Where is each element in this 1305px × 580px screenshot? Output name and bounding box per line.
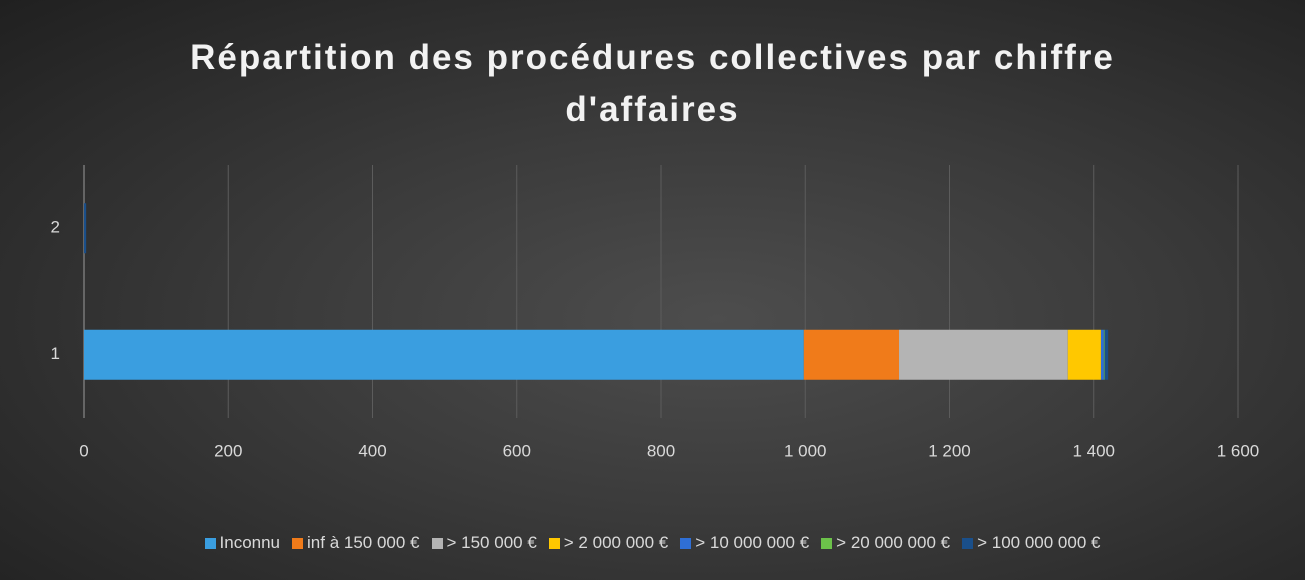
legend-swatch xyxy=(821,537,833,549)
legend-swatch xyxy=(431,537,443,549)
x-tick-label: 1 000 xyxy=(784,441,827,460)
x-tick-label: 1 400 xyxy=(1072,441,1115,460)
legend-item: > 100 000 000 € xyxy=(962,533,1100,553)
legend-swatch xyxy=(548,537,560,549)
legend-swatch xyxy=(292,537,304,549)
x-tick-label: 600 xyxy=(503,441,531,460)
legend: Inconnu inf à 150 000 € > 150 000 € > 2 000… xyxy=(0,533,1305,553)
legend-swatch xyxy=(962,537,974,549)
legend-item: inf à 150 000 € xyxy=(292,533,420,553)
legend-item: > 20 000 000 € xyxy=(821,533,950,553)
x-tick-label: 1 200 xyxy=(928,441,971,460)
legend-item: Inconnu xyxy=(204,533,281,553)
legend-label: > 150 000 € xyxy=(446,533,537,552)
x-tick-label: 800 xyxy=(647,441,675,460)
bar-segment xyxy=(803,329,900,380)
legend-label: > 10 000 000 € xyxy=(695,533,810,552)
legend-item: > 2 000 000 € xyxy=(548,533,669,553)
chart-title: Répartition des procédures collectives p… xyxy=(190,38,1115,129)
bar-segment xyxy=(1067,329,1101,380)
bar-segment xyxy=(1100,329,1104,380)
x-tick-label: 0 xyxy=(79,441,88,460)
legend-label: > 2 000 000 € xyxy=(563,533,669,552)
bar-segment xyxy=(1104,329,1109,380)
legend-swatch xyxy=(204,537,216,549)
legend-label: inf à 150 000 € xyxy=(307,533,420,552)
y-tick-label: 1 xyxy=(51,344,60,363)
bar-segment xyxy=(84,203,87,254)
bar-segment xyxy=(84,329,804,380)
x-tick-label: 1 600 xyxy=(1217,441,1260,460)
bar-segment xyxy=(1103,329,1105,380)
legend-item: > 10 000 000 € xyxy=(680,533,809,553)
y-tick-label: 2 xyxy=(51,218,60,237)
x-tick-label: 400 xyxy=(358,441,386,460)
legend-item: > 150 000 € xyxy=(431,533,537,553)
legend-label: > 20 000 000 € xyxy=(836,533,951,552)
legend-label: Inconnu xyxy=(219,533,281,552)
x-tick-label: 200 xyxy=(214,441,242,460)
legend-label: > 100 000 000 € xyxy=(977,533,1101,552)
legend-swatch xyxy=(680,537,692,549)
bar-segment xyxy=(899,329,1068,380)
